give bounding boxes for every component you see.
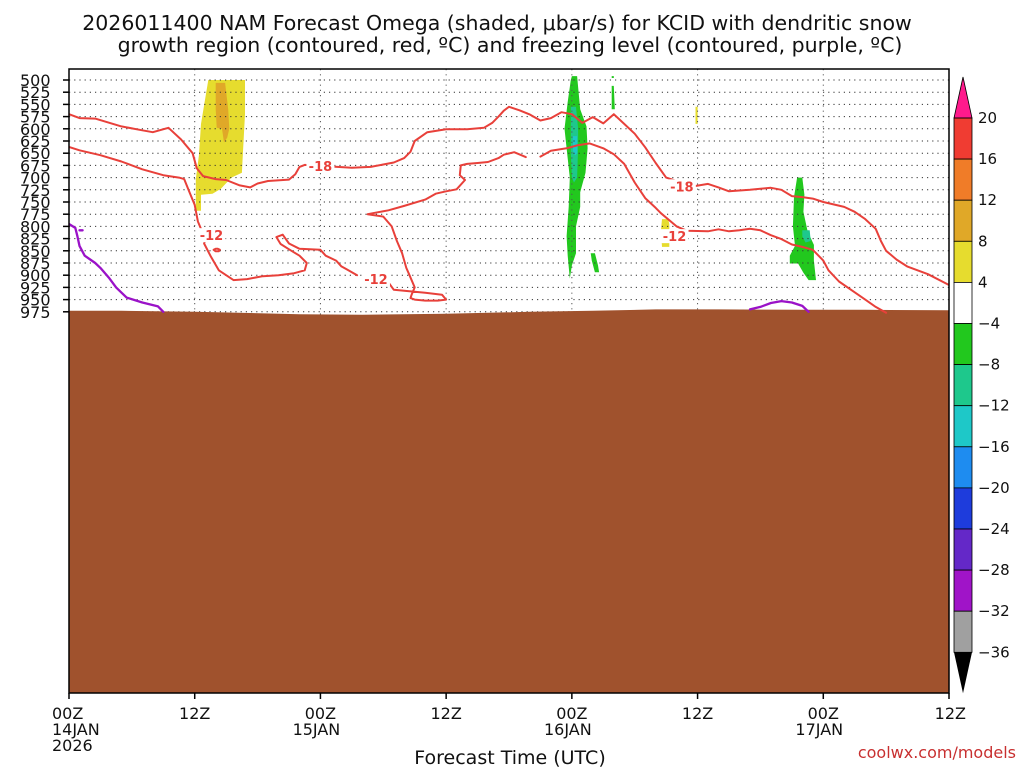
colorbar-label-11: −28: [978, 561, 1010, 579]
colorbar-label-0: 20: [978, 109, 997, 127]
x-tick-label-12-1: 12Z: [179, 704, 210, 723]
contour-label-layer: -18 -18 -12 -12 -12: [197, 158, 696, 288]
omega-sink-green-strip-03z16: [611, 85, 615, 110]
colorbar-label-4: 4: [978, 273, 988, 291]
x-tick-label-0-3: 2026: [52, 736, 93, 755]
y-tick-label-625: 625: [20, 132, 51, 151]
omega-sink-green-22z16: [789, 177, 816, 281]
colorbar-label-2: 12: [978, 191, 997, 209]
y-tick-label-850: 850: [20, 242, 51, 261]
dgz-lower-left-b-label-bg: [361, 272, 390, 287]
colorbar-cell-6: [953, 323, 973, 365]
colorbar: 20 16 12 8 4 −4 −8 −12 −16 −20 −24 −28 −32 −36: [953, 76, 1010, 694]
dgz-upper-left-label: -18: [309, 160, 333, 175]
x-tick-label-72-1: 00Z: [808, 704, 839, 723]
colorbar-top-cap: [954, 77, 972, 118]
dgz-lower-left-a-label-bg: [197, 228, 226, 243]
omega-sink-teal-22z16: [802, 230, 811, 243]
dgz-lower-right-label: -12: [663, 230, 687, 245]
plot-frame: [68, 68, 950, 694]
omega-sink-green-strip-03z16-top: [611, 76, 614, 78]
x-tick-label-36-1: 12Z: [430, 704, 461, 723]
colorbar-label-13: −36: [978, 643, 1010, 661]
y-tick-label-775: 775: [20, 205, 51, 224]
y-tick-label-925: 925: [20, 278, 51, 297]
y-tick-label-750: 750: [20, 193, 51, 212]
y-tick-label-800: 800: [20, 217, 51, 236]
contour-layer: [69, 105, 949, 314]
dgz-mid-right-label-bg: [667, 179, 696, 194]
colorbar-cell-7: [953, 364, 973, 407]
colorbar-cell-11: [953, 528, 973, 571]
dgz-lower-right-label-bg: [660, 229, 689, 244]
y-tick-label-675: 675: [20, 156, 51, 175]
colorbar-cell-10: [953, 487, 973, 530]
y-tick-label-700: 700: [20, 169, 51, 188]
dgz-mid-right-label: -18: [670, 180, 694, 195]
colorbar-cell-2: [953, 158, 973, 201]
x-tick-label-24-2: 15JAN: [293, 720, 341, 739]
dgz-upper-left-line: [69, 105, 678, 189]
y-tick-label-500: 500: [20, 71, 51, 90]
chart-title-line-2: growth region (contoured, red, ºC) and f…: [118, 33, 903, 57]
colorbar-label-9: −20: [978, 479, 1010, 497]
y-tick-label-525: 525: [20, 83, 51, 102]
colorbar-cell-13: [953, 610, 973, 653]
colorbar-cell-1: [953, 117, 973, 160]
dgz-lower-left-a-line: [69, 145, 359, 282]
dgz-upper-left-label-bg: [306, 158, 335, 173]
y-tick-label-900: 900: [20, 266, 51, 285]
y-axis: 5005255505756006256506757007257507758008…: [20, 71, 69, 322]
omega-lift-orange-12z14: [215, 82, 230, 143]
colorbar-label-1: 16: [978, 150, 997, 168]
x-axis-label: Forecast Time (UTC): [414, 747, 605, 768]
x-tick-label-72-2: 17JAN: [795, 720, 843, 739]
colorbar-cell-5: [953, 281, 973, 324]
y-tick-label-600: 600: [20, 120, 51, 139]
colorbar-cell-12: [953, 569, 973, 612]
colorbar-cell-8: [953, 405, 973, 448]
y-tick-label-550: 550: [20, 95, 51, 114]
colorbar-top-cap-outline: [953, 76, 973, 119]
y-tick-label-825: 825: [20, 230, 51, 249]
colorbar-bottom-cap: [954, 652, 972, 694]
y-tick-label-650: 650: [20, 144, 51, 163]
y-tick-label-875: 875: [20, 254, 51, 273]
dgz-mid-right-line: [686, 182, 949, 286]
colorbar-label-3: 8: [978, 232, 988, 250]
x-tick-label-48-1: 00Z: [556, 704, 587, 723]
x-tick-label-48-2: 16JAN: [544, 720, 592, 739]
x-tick-label-24-1: 00Z: [305, 704, 336, 723]
x-tick-label-60-1: 12Z: [682, 704, 713, 723]
chart-title-line-1: 2026011400 NAM Forecast Omega (shaded, μ…: [82, 11, 912, 35]
colorbar-label-6: −8: [978, 356, 1000, 374]
x-tick-label-0-2: 14JAN: [52, 720, 100, 739]
y-tick-label-575: 575: [20, 108, 51, 127]
dgz-lower-left-b-line: [366, 151, 527, 302]
dgz-lower-left-b-label: -12: [364, 273, 388, 288]
credit-text: coolwx.com/models: [858, 743, 1016, 762]
colorbar-label-5: −4: [978, 315, 1000, 333]
y-tick-label-950: 950: [20, 291, 51, 310]
colorbar-label-10: −24: [978, 520, 1010, 538]
dgz-lower-right-line: [539, 142, 888, 314]
colorbar-cell-3: [953, 199, 973, 242]
colorbar-label-7: −12: [978, 397, 1010, 415]
colorbar-cell-4: [953, 240, 973, 283]
frz-right-line: [748, 299, 810, 313]
y-tick-label-975: 975: [20, 303, 51, 322]
y-tick-label-725: 725: [20, 181, 51, 200]
terrain-layer: [69, 309, 949, 693]
frz-left-line: [69, 222, 165, 313]
colorbar-label-8: −16: [978, 438, 1010, 456]
colorbar-label-12: −32: [978, 602, 1010, 620]
x-tick-label-84-1: 12Z: [935, 704, 966, 723]
x-tick-label-0-1: 00Z: [52, 704, 83, 723]
terrain-profile: [69, 309, 949, 693]
dgz-lower-left-a-label: -12: [200, 229, 224, 244]
dgz-small-loop-line: [212, 247, 221, 253]
colorbar-cell-9: [953, 446, 973, 489]
